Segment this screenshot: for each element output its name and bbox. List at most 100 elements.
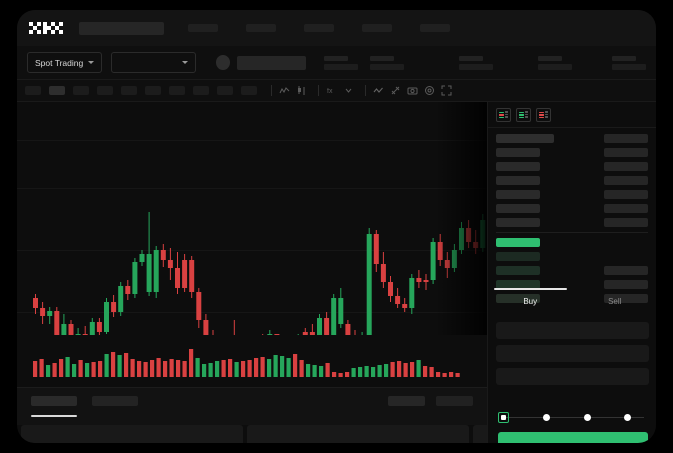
stat-label [324,55,348,61]
orderbook-row[interactable] [496,294,648,303]
orders-panel-tabs [17,387,487,425]
line-chart-icon[interactable] [278,84,291,97]
volume-chart [17,335,487,385]
camera-icon[interactable] [406,84,419,97]
stat-label [459,55,483,61]
okx-logo[interactable] [29,22,67,34]
orderbook-row[interactable] [496,238,648,247]
timeframe-pill-5[interactable] [145,86,161,95]
orderbook-price-cell [496,176,540,185]
trend-icon[interactable] [372,84,385,97]
orderbook-price-cell [496,218,540,227]
timeframe-pill-6[interactable] [169,86,185,95]
slider-node-1[interactable] [543,414,550,421]
ruler-icon[interactable] [389,84,402,97]
orderbook-rows[interactable] [488,128,656,303]
stat-item [370,55,404,70]
orderbook-qty-cell [604,176,648,185]
indicator-icon[interactable]: fx [325,84,338,97]
svg-text:fx: fx [327,88,333,95]
stat-value [324,63,358,70]
stat-item [459,55,493,70]
percent-slider[interactable] [498,412,648,424]
bottom-panel-2[interactable] [247,425,469,443]
orderbook-qty-cell [604,162,648,171]
nav-item-3[interactable] [304,24,334,32]
slider-node-0[interactable] [498,412,509,423]
orderbook-mode-both-icon[interactable] [496,108,511,122]
orderbook-qty-cell [604,218,648,227]
timeframe-pill-4[interactable] [121,86,137,95]
orderbook-mode-asks-icon[interactable] [536,108,551,122]
timeframe-pill-2[interactable] [73,86,89,95]
orderbook-row[interactable] [496,148,648,157]
orderbook-mode-bids-icon[interactable] [516,108,531,122]
timeframe-pill-8[interactable] [217,86,233,95]
stat-value [612,63,646,70]
orderbook-row[interactable] [496,204,648,213]
order-field-3[interactable] [496,368,649,385]
orderbook-price-cell [496,134,554,143]
chevron-down-icon [88,61,95,64]
orderbook-row[interactable] [496,280,648,289]
trading-mode-label: Spot Trading [35,57,84,68]
orderbook-qty-cell [604,266,648,275]
bottom-tab-2[interactable] [92,396,138,406]
bottom-actions [388,396,473,406]
pair-select[interactable] [111,52,196,73]
nav-item-4[interactable] [362,24,392,32]
nav-item-2[interactable] [246,24,276,32]
tab-buy[interactable]: Buy [488,288,573,314]
stat-item [538,55,572,70]
timeframe-pill-3[interactable] [97,86,113,95]
orderbook-row[interactable] [496,176,648,185]
orderbook-row[interactable] [496,252,648,261]
candlestick-series [33,212,486,374]
slider-node-3[interactable] [624,414,631,421]
orderbook-price-cell [496,266,540,275]
orderbook-row[interactable] [496,218,648,227]
active-tab-underline [31,415,77,417]
orderbook-qty-cell [604,134,648,143]
orderbook-qty-cell [604,148,648,157]
order-field-2[interactable] [496,345,649,362]
timeframe-pill-1[interactable] [49,86,65,95]
tab-sell[interactable]: Sell [608,296,622,306]
bottom-tab-1[interactable] [31,396,77,406]
slider-node-2[interactable] [584,414,591,421]
chart-gridline-3 [17,312,487,313]
orderbook-row[interactable] [496,190,648,199]
bottom-panel-1[interactable] [21,425,243,443]
volume-series [33,349,460,377]
timeframe-pill-9[interactable] [241,86,257,95]
header-nav [188,24,450,32]
orderbook-qty-cell [604,294,648,303]
bottom-action-1[interactable] [388,396,425,406]
orderbook-display-modes [488,102,656,128]
stat-value [370,63,404,70]
orderbook-row[interactable] [496,266,648,275]
timeframe-pill-7[interactable] [193,86,209,95]
settings-icon[interactable] [423,84,436,97]
candlestick-icon[interactable] [295,84,308,97]
orderbook-price-cell [496,238,540,247]
chevron-down-icon[interactable] [342,84,355,97]
header-search-field[interactable] [79,21,164,35]
timeframe-pill-0[interactable] [25,86,41,95]
app-screen: Spot Trading [17,10,656,443]
orderbook-row[interactable] [496,162,648,171]
orderbook-row[interactable] [496,134,648,143]
toolbar-divider [271,85,272,96]
bottom-action-2[interactable] [436,396,473,406]
chart-gridline-1 [17,188,487,189]
pair-avatar [215,55,231,70]
orderbook-price-cell [496,280,540,289]
submit-buy-button[interactable] [498,432,648,443]
fullscreen-icon[interactable] [440,84,453,97]
trading-mode-selector[interactable]: Spot Trading [27,52,103,73]
order-field-1[interactable] [496,322,649,339]
nav-item-5[interactable] [420,24,450,32]
orderbook-qty-cell [604,280,648,289]
nav-item-1[interactable] [188,24,218,32]
